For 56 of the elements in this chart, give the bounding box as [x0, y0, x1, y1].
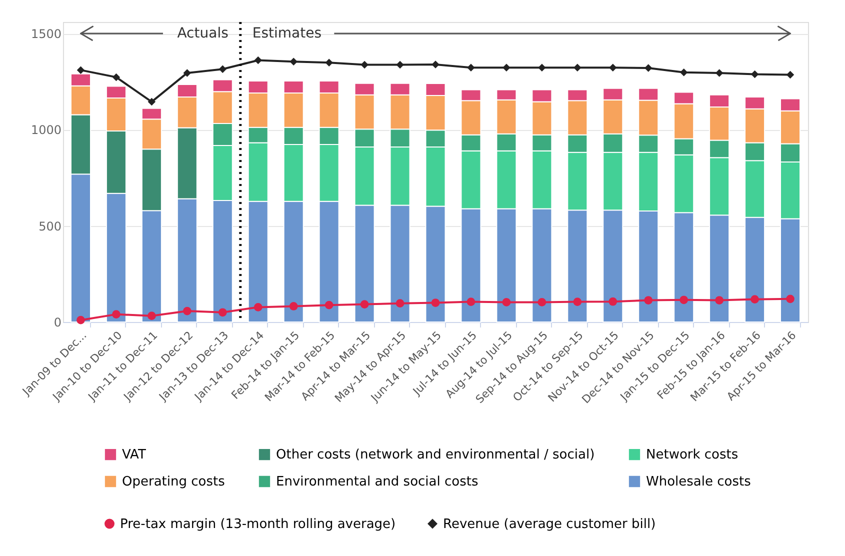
point: [76, 316, 85, 324]
legend-label: Other costs (network and environmental / social): [276, 448, 595, 463]
point: [680, 296, 688, 304]
point: [431, 298, 440, 307]
y-tick-label: 1500: [30, 27, 62, 42]
legend-label: Revenue (average customer bill): [443, 516, 656, 532]
point: [325, 58, 333, 66]
point: [218, 65, 227, 73]
point: [538, 64, 546, 72]
legend-label: Pre-tax margin (13-month rolling average): [120, 516, 396, 532]
legend-label: Environmental and social costs: [276, 474, 478, 490]
point: [290, 58, 298, 66]
point: [254, 303, 262, 312]
point: [538, 298, 546, 306]
point: [750, 70, 759, 78]
point: [786, 294, 794, 304]
point: [289, 302, 298, 310]
point: [502, 298, 511, 306]
point: [396, 299, 404, 308]
point: [396, 60, 404, 69]
point: [148, 312, 156, 320]
point: [360, 300, 369, 308]
legend-label: Operating costs: [122, 474, 226, 490]
point: [324, 300, 334, 310]
point: [502, 64, 510, 72]
point: [183, 69, 192, 77]
point: [786, 70, 794, 79]
point: [360, 60, 368, 69]
annotation: Estimates: [252, 26, 322, 42]
point: [574, 64, 582, 72]
point: [750, 295, 759, 304]
legend-label: Network costs: [646, 448, 738, 463]
point: [680, 68, 688, 76]
point: [644, 64, 652, 72]
point: [148, 98, 156, 106]
legend-label: VAT: [122, 448, 146, 463]
legend-label: Wholesale costs: [646, 474, 752, 490]
point: [644, 296, 653, 304]
point: [466, 298, 476, 306]
point: [609, 64, 617, 72]
point: [182, 306, 192, 316]
point: [573, 298, 582, 306]
point: [715, 296, 724, 304]
point: [112, 73, 120, 82]
y-tick-label: 1000: [30, 123, 62, 138]
point: [715, 69, 724, 77]
point: [467, 64, 475, 72]
point: [76, 66, 85, 74]
y-tick-label: 500: [38, 219, 62, 234]
point: [218, 308, 227, 317]
point: [432, 60, 440, 68]
point: [112, 310, 120, 318]
point: [254, 56, 262, 64]
annotation: Actuals: [177, 26, 228, 42]
y-tick-label: 0: [54, 316, 62, 330]
point: [608, 297, 618, 306]
